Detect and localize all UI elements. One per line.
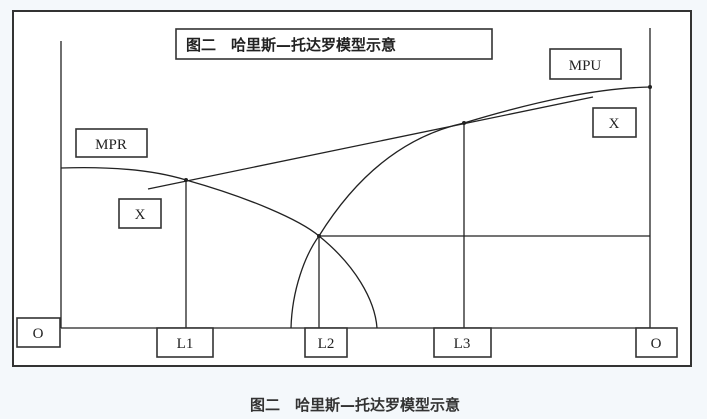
l3-label: L3 bbox=[433, 327, 492, 358]
point-l1 bbox=[184, 178, 188, 182]
x-left-label: X bbox=[118, 198, 162, 229]
svg-text:O: O bbox=[33, 326, 44, 342]
origin-right-label: O bbox=[635, 327, 678, 358]
mpu-label: MPU bbox=[549, 48, 622, 80]
mpr-curve bbox=[60, 166, 378, 329]
x-right-label: X bbox=[592, 107, 637, 138]
title-box: 图二 哈里斯—托达罗模型示意 bbox=[175, 28, 493, 60]
svg-text:MPR: MPR bbox=[95, 137, 127, 153]
mpr-label: MPR bbox=[75, 128, 148, 158]
wage-line bbox=[147, 96, 594, 190]
point-l3 bbox=[462, 121, 466, 125]
svg-text:L2: L2 bbox=[318, 336, 335, 352]
svg-text:X: X bbox=[609, 116, 620, 132]
svg-text:L1: L1 bbox=[177, 336, 194, 352]
diagram-title: 图二 哈里斯—托达罗模型示意 bbox=[186, 36, 396, 54]
l2-label: L2 bbox=[304, 327, 348, 358]
point-mpu-end bbox=[648, 85, 652, 89]
origin-left-label: O bbox=[16, 317, 61, 348]
point-l2 bbox=[317, 234, 321, 238]
svg-text:O: O bbox=[651, 336, 662, 352]
mpu-curve bbox=[290, 86, 651, 329]
svg-text:L3: L3 bbox=[454, 336, 471, 352]
svg-text:X: X bbox=[135, 207, 146, 223]
svg-text:MPU: MPU bbox=[569, 58, 602, 74]
l1-label: L1 bbox=[156, 327, 214, 358]
figure-caption: 图二 哈里斯—托达罗模型示意 bbox=[250, 396, 460, 414]
